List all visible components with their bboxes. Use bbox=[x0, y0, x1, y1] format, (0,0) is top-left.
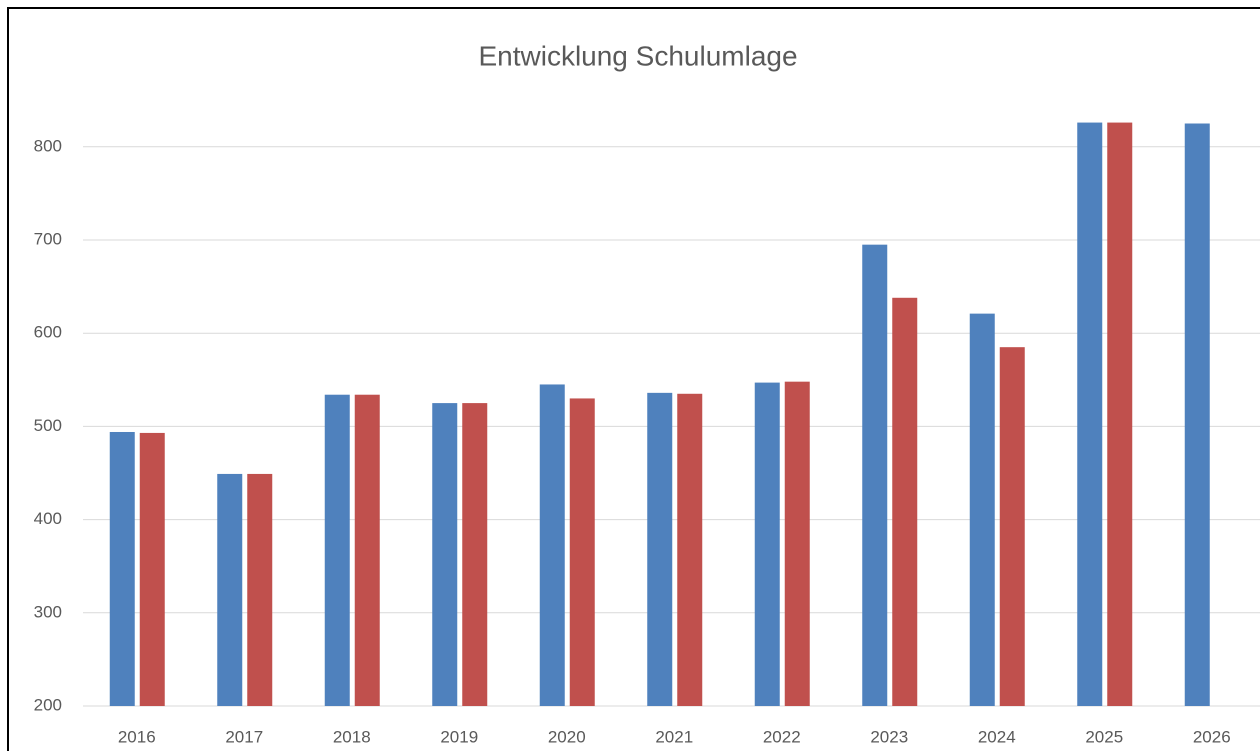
chart-border bbox=[7, 7, 1260, 751]
bar bbox=[754, 382, 780, 706]
x-tick-label: 2026 bbox=[1193, 727, 1231, 746]
bar bbox=[1184, 123, 1210, 706]
x-tick-label: 2017 bbox=[225, 727, 263, 746]
x-tick-label: 2023 bbox=[870, 727, 908, 746]
y-tick-label: 500 bbox=[34, 416, 62, 435]
y-tick-label: 600 bbox=[34, 323, 62, 342]
bar bbox=[247, 473, 273, 706]
bar bbox=[892, 297, 918, 706]
x-tick-label: 2016 bbox=[118, 727, 156, 746]
x-tick-label: 2022 bbox=[763, 727, 801, 746]
bar bbox=[969, 313, 995, 706]
x-tick-label: 2021 bbox=[655, 727, 693, 746]
y-tick-label: 300 bbox=[34, 602, 62, 621]
x-tick-label: 2018 bbox=[333, 727, 371, 746]
bar bbox=[784, 381, 810, 706]
y-tick-label: 400 bbox=[34, 509, 62, 528]
y-tick-label: 800 bbox=[34, 136, 62, 155]
bar bbox=[217, 473, 243, 706]
bar bbox=[862, 244, 888, 706]
bar bbox=[647, 392, 673, 706]
x-tick-label: 2020 bbox=[548, 727, 586, 746]
x-tick-label: 2024 bbox=[978, 727, 1016, 746]
bar bbox=[999, 347, 1025, 706]
x-tick-label: 2025 bbox=[1085, 727, 1123, 746]
bar bbox=[539, 384, 565, 706]
y-tick-label: 700 bbox=[34, 229, 62, 248]
bar bbox=[462, 403, 488, 706]
bar bbox=[354, 394, 380, 706]
bar bbox=[1077, 122, 1103, 707]
bar bbox=[324, 394, 350, 706]
bar bbox=[109, 431, 135, 706]
bar bbox=[677, 393, 703, 706]
bar bbox=[139, 432, 165, 706]
bar bbox=[1107, 122, 1133, 707]
bar bbox=[432, 403, 458, 706]
x-tick-label: 2019 bbox=[440, 727, 478, 746]
chart-title: Entwicklung Schulumlage bbox=[478, 40, 797, 71]
y-tick-label: 200 bbox=[34, 695, 62, 714]
bar bbox=[569, 398, 595, 706]
